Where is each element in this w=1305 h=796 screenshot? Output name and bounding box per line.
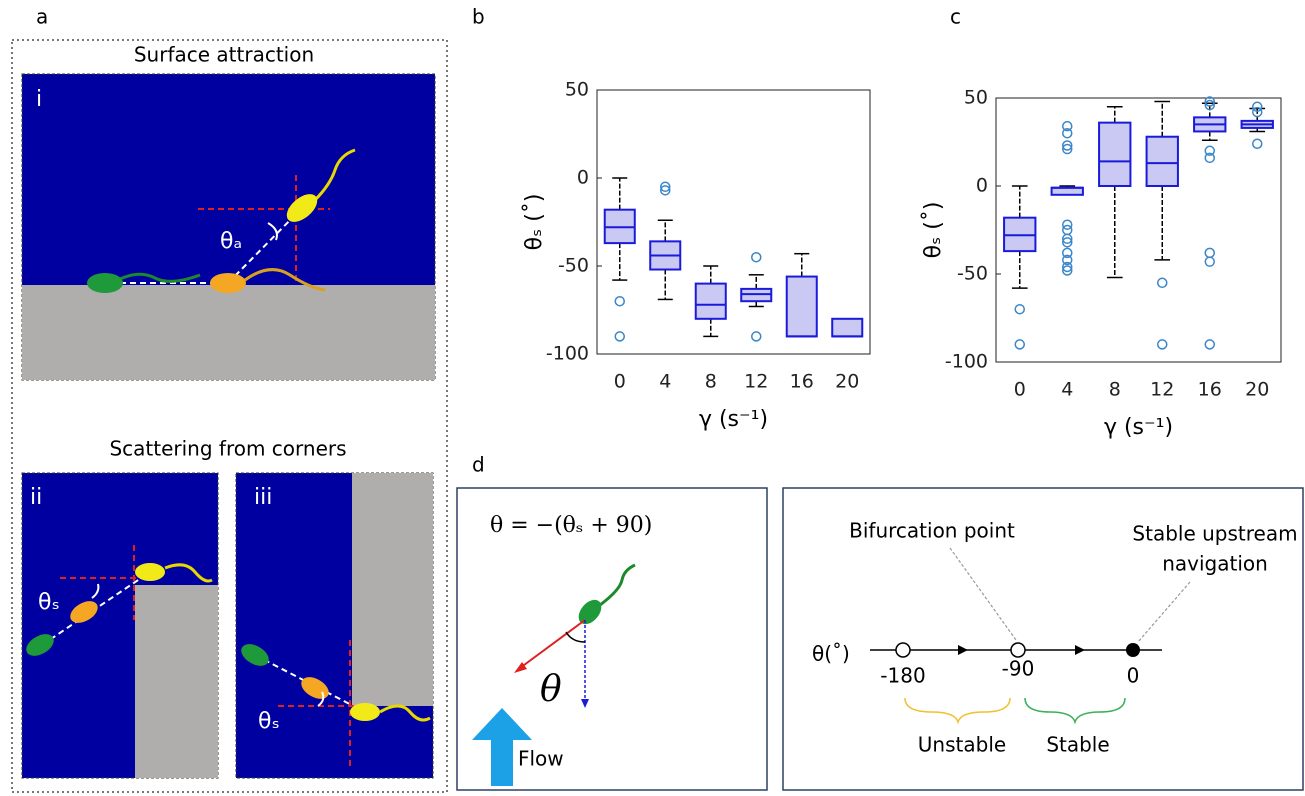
subpanel-label: i [36, 87, 42, 112]
point-label: -180 [880, 664, 925, 688]
outlier [1204, 99, 1215, 111]
plot-frame [995, 97, 1282, 363]
outlier [1014, 339, 1025, 350]
outlier [1157, 277, 1168, 289]
flow-label: Flow [518, 747, 564, 771]
x-tick-label: 8 [705, 371, 717, 393]
outlier [1204, 247, 1215, 259]
y-tick-label: -100 [546, 343, 589, 365]
outlier [751, 251, 762, 263]
x-axis-label: γ (s⁻¹) [1104, 415, 1173, 440]
box [1098, 121, 1132, 187]
box [831, 317, 864, 338]
outlier [1062, 120, 1073, 132]
outlier [1204, 145, 1215, 157]
outlier [1157, 339, 1168, 350]
point-label: -90 [1002, 657, 1035, 681]
equation: θ = −(θₛ + 90) [490, 513, 652, 538]
outlier [614, 295, 625, 307]
x-tick-label: 16 [790, 371, 814, 393]
outlier [1062, 237, 1073, 248]
angle-label: θ [540, 669, 562, 710]
box [785, 275, 818, 338]
panel-label: d [472, 453, 485, 477]
panel-label: c [950, 5, 961, 29]
y-tick-label: 0 [976, 175, 988, 197]
panel-title: Scattering from corners [109, 437, 346, 461]
x-tick-label: 8 [1109, 379, 1121, 401]
region-label: Stable [1046, 733, 1109, 757]
x-tick-label: 4 [659, 371, 671, 393]
x-tick-label: 20 [1245, 379, 1269, 401]
illustration-iii [235, 472, 434, 779]
panel-frame [11, 39, 448, 793]
outlier [1062, 254, 1073, 266]
y-tick-label: 50 [964, 87, 988, 109]
phase-line [870, 547, 1191, 725]
x-axis-label: γ (s⁻¹) [699, 407, 768, 432]
panel-frame [456, 487, 768, 791]
angle-label: θₛ [38, 590, 60, 615]
outlier [1062, 143, 1073, 155]
x-tick-label: 12 [1150, 379, 1174, 401]
box [1050, 186, 1084, 196]
outlier [660, 181, 671, 193]
outlier [1062, 219, 1073, 230]
angle-label: θₐ [220, 229, 242, 254]
outlier [1252, 106, 1263, 118]
outlier [1062, 261, 1073, 273]
illustration-ii [21, 472, 219, 779]
box [1145, 135, 1179, 187]
outlier [660, 185, 671, 196]
plot-frame [596, 89, 871, 355]
y-tick-label: -100 [945, 351, 988, 373]
box [694, 282, 727, 320]
y-tick-label: -50 [957, 263, 988, 285]
outlier [614, 331, 625, 342]
outlier [1062, 127, 1073, 139]
x-tick-label: 16 [1198, 379, 1222, 401]
y-axis-label: θₛ (˚) [522, 194, 547, 251]
angle-label: θₛ [258, 709, 280, 734]
y-axis-label: θₛ (˚) [921, 202, 946, 259]
outlier [1062, 140, 1073, 151]
outlier [1204, 256, 1215, 267]
outlier [1252, 101, 1263, 113]
outlier [1252, 138, 1263, 150]
x-tick-label: 4 [1061, 379, 1073, 401]
panel-label: a [36, 5, 48, 29]
outlier [1014, 303, 1025, 315]
y-tick-label: 0 [577, 167, 589, 189]
outlier [1062, 247, 1073, 259]
y-tick-label: -50 [558, 255, 589, 277]
outlier [1062, 265, 1073, 276]
subpanel-label: ii [30, 485, 42, 510]
annotation: Stable upstream [1132, 522, 1297, 546]
region-label: Unstable [918, 733, 1006, 757]
outlier [1204, 152, 1215, 164]
y-tick-label: 50 [565, 79, 589, 101]
panel-label: b [472, 5, 485, 29]
outlier [1062, 233, 1073, 245]
x-tick-label: 12 [744, 371, 768, 393]
annotation: navigation [1162, 552, 1268, 576]
illustration-i [21, 73, 436, 381]
axis-label: θ(˚) [812, 642, 850, 666]
x-tick-label: 20 [835, 371, 859, 393]
outlier [751, 331, 762, 342]
point-label: 0 [1127, 664, 1140, 688]
panel-title: Surface attraction [134, 43, 314, 67]
outlier [1062, 224, 1073, 236]
x-tick-label: 0 [1014, 379, 1026, 401]
outlier [1204, 96, 1215, 107]
outlier [1204, 339, 1215, 350]
subpanel-label: iii [254, 485, 272, 510]
flow-diagram [472, 563, 636, 786]
panel-frame [782, 487, 1304, 791]
annotation: Bifurcation point [849, 519, 1015, 543]
x-tick-label: 0 [614, 371, 626, 393]
